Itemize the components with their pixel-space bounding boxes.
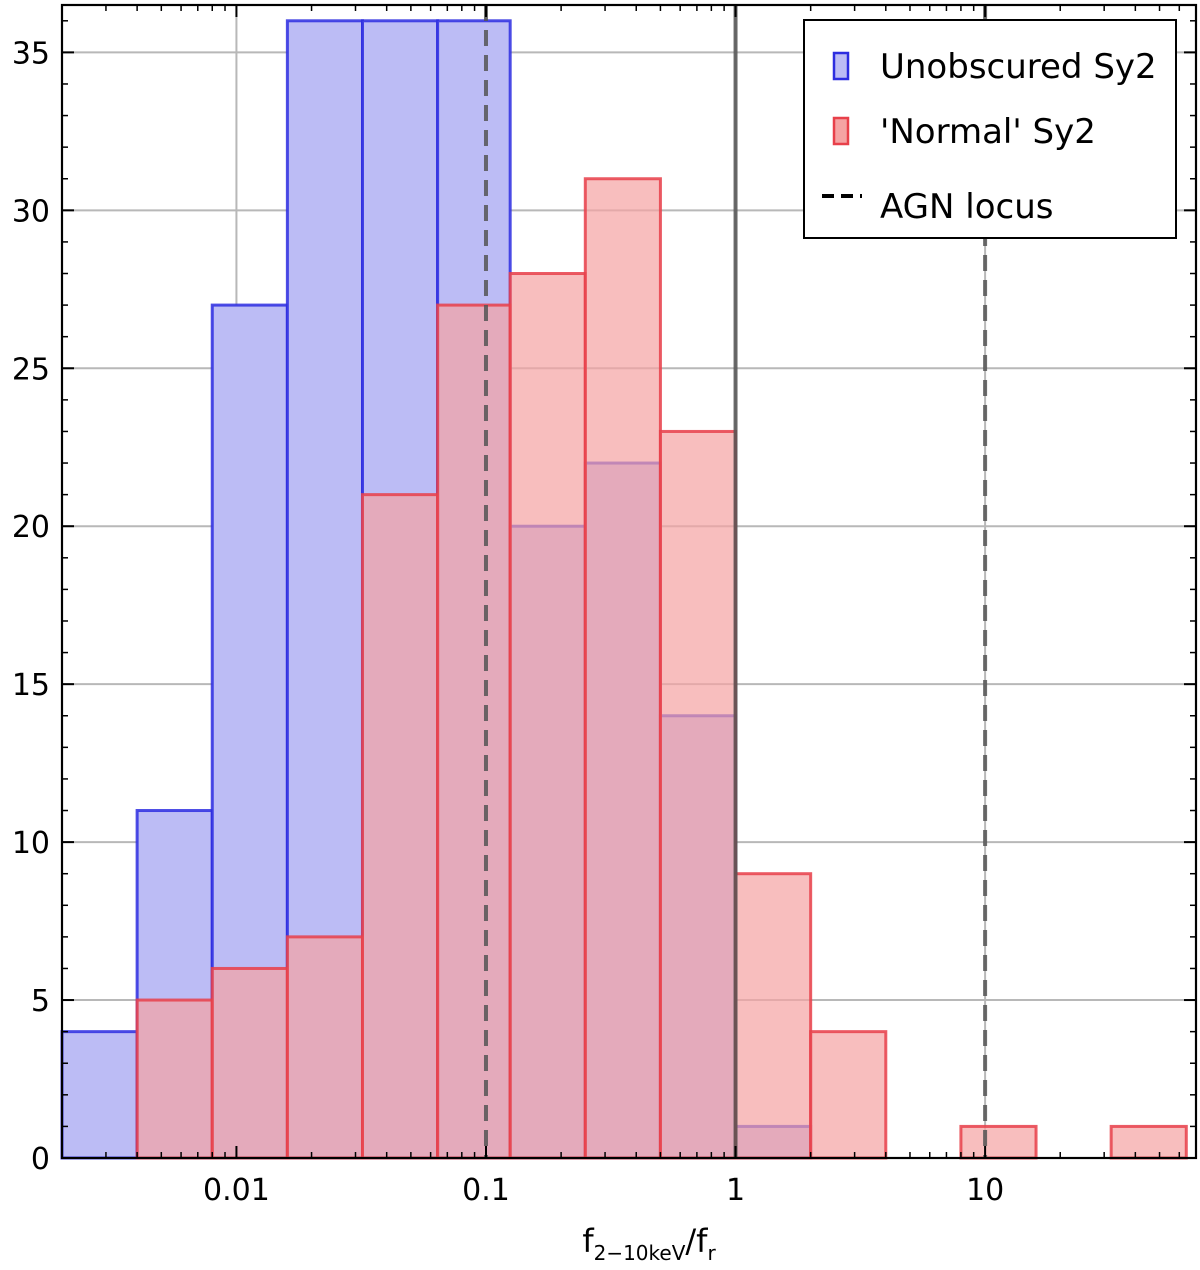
y-tick-label: 20 (12, 510, 50, 545)
legend-label-agn-locus: AGN locus (880, 187, 1053, 227)
histogram-bars (60, 19, 1188, 1160)
axis-ticks (61, 5, 1197, 1159)
y-tick-label: 5 (31, 984, 50, 1019)
legend-label-unobscured: Unobscured Sy2 (880, 47, 1157, 87)
bar-normal (809, 1030, 888, 1160)
x-axis-label: f2−10keV/fr (582, 1222, 716, 1265)
bar-normal (436, 303, 512, 1160)
x-tick-label: 10 (966, 1173, 1004, 1208)
x-axis-label-subscript-1: 2−10keV (594, 1241, 686, 1265)
y-tick-label: 15 (12, 668, 50, 703)
reference-lines (483, 5, 988, 1158)
bar-normal (508, 272, 587, 1160)
legend: Unobscured Sy2 'Normal' Sy2 AGN locus (803, 19, 1177, 239)
bar-normal (1109, 1124, 1188, 1160)
x-tick-label: 0.01 (203, 1173, 270, 1208)
bar-normal (285, 935, 364, 1160)
bar-normal (959, 1124, 1038, 1160)
y-tick-label: 30 (12, 194, 50, 229)
x-axis-label-slash: /f (685, 1222, 708, 1260)
legend-label-normal: 'Normal' Sy2 (880, 112, 1096, 152)
bar-normal (658, 429, 738, 1160)
bar-normal (210, 966, 289, 1160)
legend-box (803, 19, 1177, 239)
y-tick-label: 0 (31, 1142, 50, 1177)
bar-unobscured (60, 1030, 139, 1160)
legend-swatch-unobscured (832, 51, 850, 81)
tick-labels: 0 5 10 15 20 25 30 35 0.01 0.1 1 10 (12, 36, 1004, 1208)
plot-frame (60, 3, 1198, 1160)
bar-normal (135, 998, 214, 1160)
bar-normal (583, 177, 662, 1160)
x-tick-label: 0.1 (462, 1173, 510, 1208)
bar-normal (360, 493, 440, 1160)
x-tick-label: 1 (726, 1173, 745, 1208)
bar-normal (734, 872, 813, 1160)
x-axis-label-subscript-2: r (707, 1241, 716, 1265)
legend-swatch-normal (832, 116, 850, 146)
y-tick-label: 25 (12, 352, 50, 387)
y-tick-label: 10 (12, 826, 50, 861)
x-axis-label-main: f (582, 1222, 594, 1260)
y-tick-label: 35 (12, 36, 50, 71)
